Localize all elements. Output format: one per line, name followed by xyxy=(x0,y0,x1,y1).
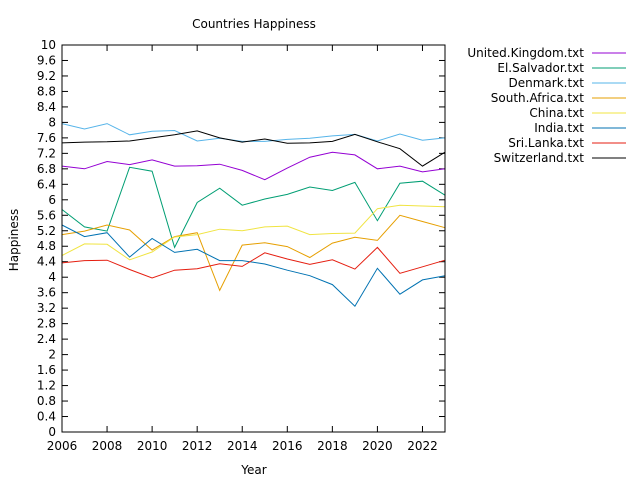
legend-label: China.txt xyxy=(529,106,584,120)
legend: United.Kingdom.txtEl.Salvador.txtDenmark… xyxy=(467,46,626,165)
x-tick-label: 2012 xyxy=(182,439,213,453)
y-tick-label: 4 xyxy=(48,270,56,284)
y-tick-label: 4.4 xyxy=(37,255,56,269)
legend-label: Switzerland.txt xyxy=(494,151,585,165)
y-tick-label: 3.6 xyxy=(37,286,56,300)
chart-title: Countries Happiness xyxy=(192,17,316,31)
y-tick-label: 5.6 xyxy=(37,208,56,222)
series-line-5 xyxy=(61,224,446,307)
y-tick-label: 7.2 xyxy=(37,146,56,160)
y-tick-label: 5.2 xyxy=(37,224,56,238)
y-tick-label: 0.4 xyxy=(37,410,56,424)
y-tick-label: 9.2 xyxy=(37,69,56,83)
legend-label: Sri.Lanka.txt xyxy=(508,136,584,150)
x-tick-label: 2016 xyxy=(272,439,303,453)
y-tick-label: 7.6 xyxy=(37,131,56,145)
x-tick-label: 2014 xyxy=(227,439,258,453)
legend-label: India.txt xyxy=(534,121,584,135)
axis-ticks: 00.40.81.21.622.42.83.23.644.44.85.25.66… xyxy=(37,38,445,453)
x-tick-label: 2010 xyxy=(137,439,168,453)
x-tick-label: 2020 xyxy=(362,439,393,453)
x-axis-label: Year xyxy=(240,463,266,477)
series-line-3 xyxy=(61,214,446,292)
legend-label: Denmark.txt xyxy=(509,76,585,90)
y-tick-label: 9.6 xyxy=(37,53,56,67)
series-lines xyxy=(61,123,446,307)
y-tick-label: 0 xyxy=(48,425,56,439)
series-line-6 xyxy=(61,246,446,279)
y-tick-label: 2 xyxy=(48,348,56,362)
legend-label: United.Kingdom.txt xyxy=(467,46,584,60)
y-tick-label: 2.8 xyxy=(37,317,56,331)
y-tick-label: 1.2 xyxy=(37,379,56,393)
series-line-7 xyxy=(61,130,446,167)
legend-label: South.Africa.txt xyxy=(491,91,585,105)
series-line-4 xyxy=(61,204,446,261)
series-line-2 xyxy=(61,123,446,142)
series-line-1 xyxy=(61,166,446,249)
x-tick-label: 2006 xyxy=(47,439,78,453)
plot-border xyxy=(61,44,446,433)
y-axis-label: Happiness xyxy=(7,209,21,271)
y-tick-label: 10 xyxy=(41,38,56,52)
y-tick-label: 3.2 xyxy=(37,301,56,315)
x-tick-label: 2022 xyxy=(407,439,438,453)
series-line-0 xyxy=(61,151,446,181)
y-tick-label: 6.4 xyxy=(37,177,56,191)
y-tick-label: 8.4 xyxy=(37,100,56,114)
y-tick-label: 8.8 xyxy=(37,84,56,98)
x-tick-label: 2008 xyxy=(92,439,123,453)
legend-label: El.Salvador.txt xyxy=(497,61,584,75)
y-tick-label: 6 xyxy=(48,193,56,207)
y-tick-label: 1.6 xyxy=(37,363,56,377)
x-tick-label: 2018 xyxy=(317,439,348,453)
y-tick-label: 0.8 xyxy=(37,394,56,408)
y-tick-label: 6.8 xyxy=(37,162,56,176)
y-tick-label: 8 xyxy=(48,115,56,129)
y-tick-label: 2.4 xyxy=(37,332,56,346)
y-tick-label: 4.8 xyxy=(37,239,56,253)
